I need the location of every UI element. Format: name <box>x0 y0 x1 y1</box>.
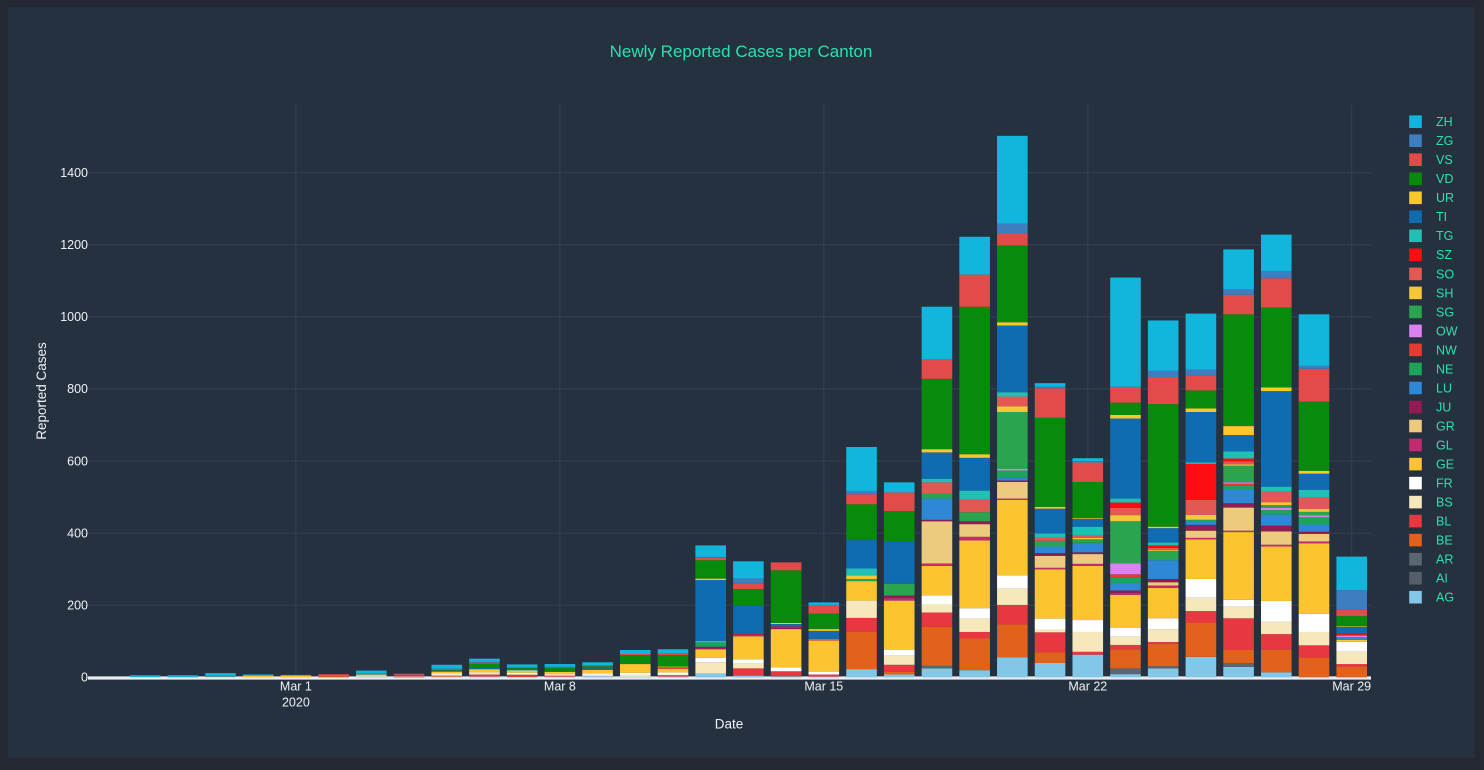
svg-text:SO: SO <box>1436 267 1454 281</box>
svg-text:Newly Reported Cases per Canto: Newly Reported Cases per Canton <box>610 42 873 61</box>
svg-text:BE: BE <box>1436 534 1453 548</box>
svg-text:1000: 1000 <box>60 310 88 324</box>
svg-text:AI: AI <box>1436 572 1448 586</box>
svg-text:800: 800 <box>67 382 88 396</box>
svg-text:Mar 15: Mar 15 <box>804 680 843 694</box>
svg-text:1200: 1200 <box>60 238 88 252</box>
svg-text:Mar 29: Mar 29 <box>1332 680 1371 694</box>
svg-text:Mar 8: Mar 8 <box>544 680 576 694</box>
svg-text:VS: VS <box>1436 153 1453 167</box>
svg-text:Reported Cases: Reported Cases <box>34 342 49 440</box>
svg-text:Mar 1: Mar 1 <box>280 680 312 694</box>
svg-text:ZH: ZH <box>1436 115 1453 129</box>
svg-text:ZG: ZG <box>1436 134 1453 148</box>
svg-text:0: 0 <box>81 671 88 685</box>
svg-text:Mar 22: Mar 22 <box>1068 680 1107 694</box>
svg-text:VD: VD <box>1436 172 1453 186</box>
svg-text:SH: SH <box>1436 286 1453 300</box>
svg-text:GR: GR <box>1436 419 1455 433</box>
svg-text:BS: BS <box>1436 496 1453 510</box>
svg-text:TI: TI <box>1436 210 1447 224</box>
svg-text:GE: GE <box>1436 458 1454 472</box>
svg-text:SZ: SZ <box>1436 248 1452 262</box>
svg-text:200: 200 <box>67 599 88 613</box>
svg-text:SG: SG <box>1436 305 1454 319</box>
svg-text:GL: GL <box>1436 438 1453 452</box>
svg-text:LU: LU <box>1436 381 1452 395</box>
svg-text:600: 600 <box>67 454 88 468</box>
svg-text:NE: NE <box>1436 362 1453 376</box>
svg-text:2020: 2020 <box>282 695 310 709</box>
svg-text:BL: BL <box>1436 515 1451 529</box>
svg-text:AG: AG <box>1436 591 1454 605</box>
svg-text:JU: JU <box>1436 400 1451 414</box>
svg-text:AR: AR <box>1436 553 1453 567</box>
svg-text:OW: OW <box>1436 324 1458 338</box>
svg-text:FR: FR <box>1436 477 1453 491</box>
svg-text:UR: UR <box>1436 191 1454 205</box>
svg-text:400: 400 <box>67 527 88 541</box>
svg-text:NW: NW <box>1436 343 1457 357</box>
svg-text:1400: 1400 <box>60 166 88 180</box>
svg-text:Date: Date <box>715 717 744 732</box>
svg-text:TG: TG <box>1436 229 1453 243</box>
